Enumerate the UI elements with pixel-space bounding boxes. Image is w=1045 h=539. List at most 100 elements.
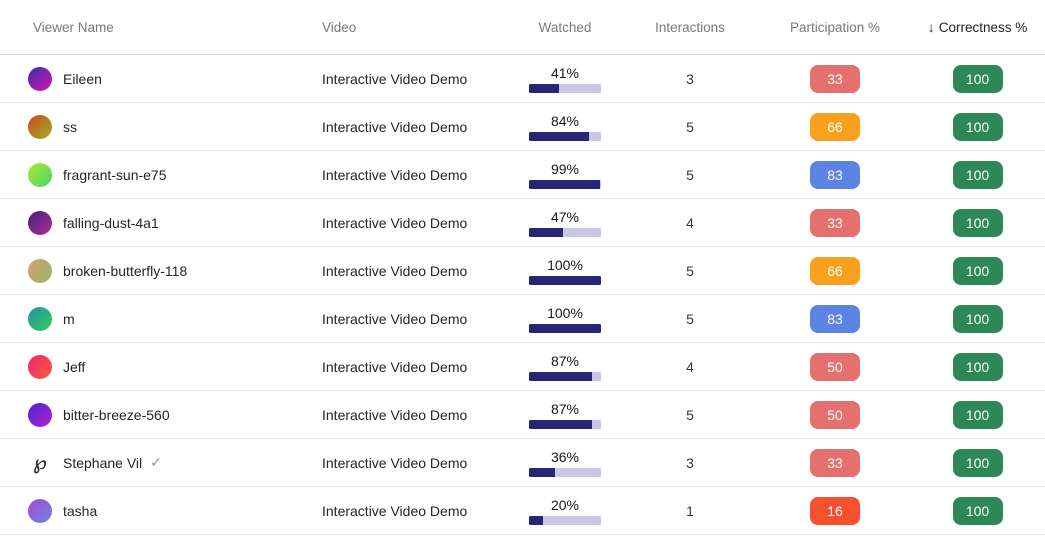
video-title: Interactive Video Demo [322,118,468,135]
participation-badge: 83 [810,160,860,189]
participation-cell: 50 [760,400,910,429]
correctness-badge: 100 [952,208,1003,237]
interactions-cell: 4 [620,215,760,231]
interactions-cell: 3 [620,71,760,87]
watched-cell: 87% [510,401,620,429]
participation-cell: 83 [760,304,910,333]
viewer-avatar [28,162,52,187]
viewer-avatar [28,258,52,283]
video-cell: Interactive Video Demo [310,71,510,87]
viewer-avatar [28,66,52,91]
watched-cell: 20% [510,497,620,525]
column-header-label: Viewer Name [33,19,114,35]
watched-progress: 36% [529,449,601,477]
column-header-label: Watched [538,19,592,35]
column-header-correctness[interactable]: ↓ Correctness % [910,19,1045,35]
correctness-cell: 100 [910,400,1045,429]
table-row[interactable]: Eileen Interactive Video Demo 41% 3 33 1… [0,55,1045,103]
watched-cell: 41% [510,65,620,93]
interactions-count: 3 [686,454,694,471]
table-row[interactable]: m Interactive Video Demo 100% 5 83 100 [0,295,1045,343]
table-row[interactable]: fragrant-sun-e75 Interactive Video Demo … [0,151,1045,199]
viewer-name: fragrant-sun-e75 [63,166,167,183]
viewer-avatar [28,498,52,523]
column-header-label: Correctness % [938,19,1028,35]
column-header-label: Video [322,19,357,35]
participation-badge: 33 [810,448,860,477]
participation-cell: 66 [760,256,910,285]
correctness-cell: 100 [910,112,1045,141]
watched-cell: 99% [510,161,620,189]
table-row[interactable]: falling-dust-4a1 Interactive Video Demo … [0,199,1045,247]
sort-descending-icon: ↓ [927,19,935,35]
correctness-cell: 100 [910,352,1045,381]
progress-bar-track [529,179,601,189]
viewer-name: Jeff [63,358,86,375]
watched-progress: 47% [529,209,601,237]
video-title: Interactive Video Demo [322,262,468,279]
watched-progress: 87% [529,353,601,381]
table-body: Eileen Interactive Video Demo 41% 3 33 1… [0,55,1045,535]
viewer-avatar [28,114,52,139]
participation-cell: 33 [760,64,910,93]
viewer-cell: ss [0,114,310,139]
table-row[interactable]: ℘ Stephane Vil ✓ Interactive Video Demo … [0,439,1045,487]
viewer-cell: Eileen [0,66,310,91]
progress-bar-track [529,227,601,237]
correctness-badge: 100 [952,352,1003,381]
correctness-cell: 100 [910,208,1045,237]
progress-bar-track [529,515,601,525]
progress-bar-track [529,419,601,429]
table-row[interactable]: tasha Interactive Video Demo 20% 1 16 10… [0,487,1045,535]
viewer-avatar [28,210,52,235]
viewer-name: Stephane Vil [63,454,143,471]
correctness-badge: 100 [952,64,1003,93]
video-title: Interactive Video Demo [322,214,468,231]
viewer-name: ss [63,118,77,135]
progress-bar-track [529,131,601,141]
interactions-cell: 5 [620,167,760,183]
interactions-count: 4 [686,358,694,375]
progress-bar-track [529,275,601,285]
correctness-cell: 100 [910,496,1045,525]
participation-badge: 83 [810,304,860,333]
video-cell: Interactive Video Demo [310,215,510,231]
column-header-participation[interactable]: Participation % [760,20,910,35]
table-row[interactable]: broken-butterfly-118 Interactive Video D… [0,247,1045,295]
column-header-interactions[interactable]: Interactions [620,20,760,35]
viewer-name: bitter-breeze-560 [63,406,170,423]
watched-percent-label: 87% [550,400,580,417]
watched-cell: 36% [510,449,620,477]
viewer-name: m [63,310,75,327]
column-header-video[interactable]: Video [310,20,510,35]
interactions-count: 5 [686,406,694,423]
correctness-cell: 100 [910,256,1045,285]
viewer-avatar [28,402,52,427]
table-row[interactable]: ss Interactive Video Demo 84% 5 66 100 [0,103,1045,151]
table-row[interactable]: bitter-breeze-560 Interactive Video Demo… [0,391,1045,439]
viewer-cell: tasha [0,498,310,523]
table-row[interactable]: Jeff Interactive Video Demo 87% 4 50 100 [0,343,1045,391]
watched-percent-label: 20% [550,496,580,513]
viewer-cell: fragrant-sun-e75 [0,162,310,187]
video-title: Interactive Video Demo [322,454,468,471]
watched-cell: 100% [510,257,620,285]
video-title: Interactive Video Demo [322,166,468,183]
viewer-cell: ℘ Stephane Vil ✓ [0,451,310,475]
correctness-badge: 100 [952,160,1003,189]
video-cell: Interactive Video Demo [310,119,510,135]
progress-bar-track [529,323,601,333]
watched-progress: 100% [529,305,601,333]
column-header-viewer-name[interactable]: Viewer Name [0,20,310,35]
progress-bar-track [529,83,601,93]
verified-check-icon: ✓ [150,454,162,470]
progress-bar-fill [529,179,601,189]
video-cell: Interactive Video Demo [310,503,510,519]
viewer-avatar: ℘ [33,451,47,474]
progress-bar-track [529,467,601,477]
column-header-watched[interactable]: Watched [510,20,620,35]
participation-badge: 50 [810,400,860,429]
correctness-badge: 100 [952,304,1003,333]
watched-progress: 100% [529,257,601,285]
watched-percent-label: 36% [550,448,580,465]
